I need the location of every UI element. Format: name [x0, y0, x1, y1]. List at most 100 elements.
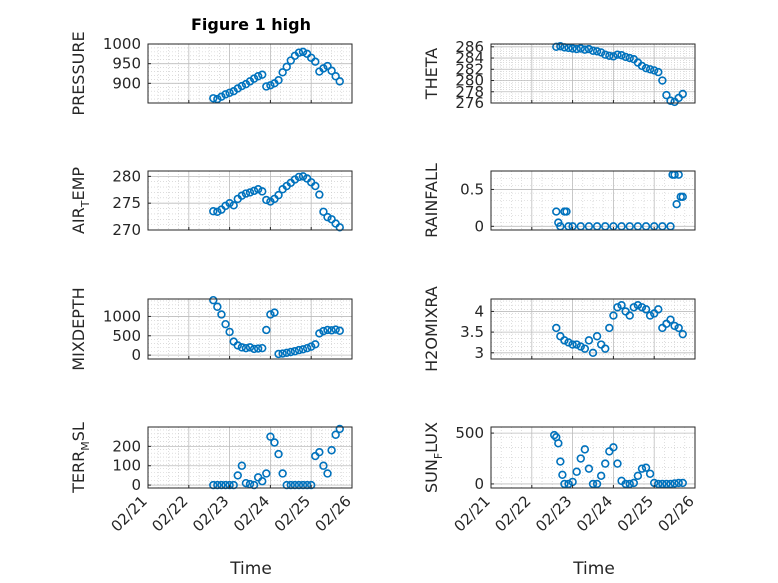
axes-box — [147, 170, 353, 231]
data-point — [625, 479, 634, 489]
data-point — [556, 457, 565, 466]
plot-area — [148, 171, 352, 230]
data-point — [666, 479, 675, 489]
data-point — [213, 207, 222, 216]
data-point — [237, 191, 247, 200]
data-point — [592, 479, 602, 489]
data-point — [233, 471, 242, 480]
data-point — [311, 57, 320, 66]
data-point — [592, 47, 602, 56]
x-tick-label: 02/21 — [108, 492, 151, 535]
data-point — [241, 189, 251, 198]
data-point — [633, 471, 643, 480]
y-axis-label-main: MIXDEPTH — [69, 287, 88, 370]
data-point — [633, 301, 643, 310]
y-axis-label-main: PRESSURE — [69, 31, 88, 115]
data-point — [637, 464, 647, 473]
data-point — [596, 48, 606, 57]
data-point — [645, 311, 655, 320]
data-point — [245, 188, 255, 197]
data-point — [241, 478, 251, 488]
x-axis-label-left: Time — [229, 559, 272, 579]
data-point — [319, 326, 328, 336]
data-point — [274, 349, 283, 359]
data-point — [645, 65, 655, 74]
data-point — [282, 62, 291, 72]
data-point — [621, 479, 630, 489]
data-point — [613, 459, 622, 468]
data-point — [282, 348, 291, 358]
data-point — [302, 343, 312, 353]
data-point — [572, 44, 581, 54]
data-point — [319, 207, 328, 216]
data-point — [637, 61, 647, 71]
data-point — [217, 92, 226, 101]
data-point — [294, 48, 304, 57]
y-axis-label-main: RAINFALL — [422, 163, 441, 238]
data-point — [621, 52, 630, 62]
x-tick-label: 02/22 — [491, 492, 534, 535]
x-tick-label: 02/25 — [271, 492, 314, 535]
data-point — [613, 50, 622, 59]
data-point — [674, 323, 683, 333]
x-tick-label: 02/26 — [655, 492, 698, 535]
data-point — [629, 478, 638, 488]
data-point — [290, 347, 300, 356]
data-point — [298, 172, 308, 181]
data-point — [552, 42, 561, 52]
data-point — [605, 51, 614, 60]
data-point — [670, 321, 679, 331]
y-tick-label: 3 — [474, 344, 484, 362]
data-point — [237, 81, 247, 91]
y-axis-label-rest: LUX — [422, 422, 441, 453]
data-point — [209, 295, 218, 305]
data-point — [662, 479, 671, 489]
data-point — [274, 190, 283, 200]
series-markers — [209, 172, 344, 232]
data-point — [335, 326, 344, 335]
data-point — [278, 469, 287, 478]
subplot-6: 3 3.5 4 H2OMIXRA — [422, 286, 696, 372]
y-axis-label: RAINFALL — [422, 163, 441, 238]
series-markers — [550, 430, 687, 489]
y-tick-label: 1000 — [103, 307, 141, 325]
x-tick-label: 02/23 — [189, 492, 232, 535]
axes-box — [490, 43, 696, 104]
subplot-3: 270 275 280 AIRTEMP — [69, 167, 353, 239]
data-point — [266, 310, 275, 319]
data-point — [588, 348, 598, 357]
x-tick-label: 02/24 — [573, 492, 616, 535]
y-tick-label: 278 — [455, 83, 484, 101]
y-axis-label-subscript: M — [79, 441, 92, 451]
data-point — [556, 42, 565, 51]
data-point — [253, 344, 263, 353]
data-point — [658, 479, 667, 489]
y-axis-label-rest: EMP — [69, 167, 88, 201]
data-point — [327, 446, 336, 455]
data-point — [552, 207, 561, 216]
y-tick-label: 282 — [455, 60, 484, 78]
data-point — [584, 44, 594, 54]
data-point — [609, 52, 618, 61]
data-point — [658, 76, 667, 85]
data-point — [237, 461, 247, 470]
y-tick-label: 100 — [112, 457, 141, 475]
data-point — [552, 323, 561, 333]
data-point — [588, 479, 598, 489]
data-point — [609, 311, 618, 320]
x-tick-label: 02/21 — [451, 492, 494, 535]
y-tick-label: 0 — [131, 476, 141, 494]
data-point — [558, 470, 567, 479]
data-point — [641, 305, 651, 314]
data-point — [596, 471, 606, 480]
data-point — [666, 315, 675, 324]
data-point — [654, 305, 663, 314]
data-point — [617, 51, 626, 60]
data-point — [654, 67, 663, 77]
data-point — [311, 340, 320, 349]
data-point — [298, 47, 308, 57]
